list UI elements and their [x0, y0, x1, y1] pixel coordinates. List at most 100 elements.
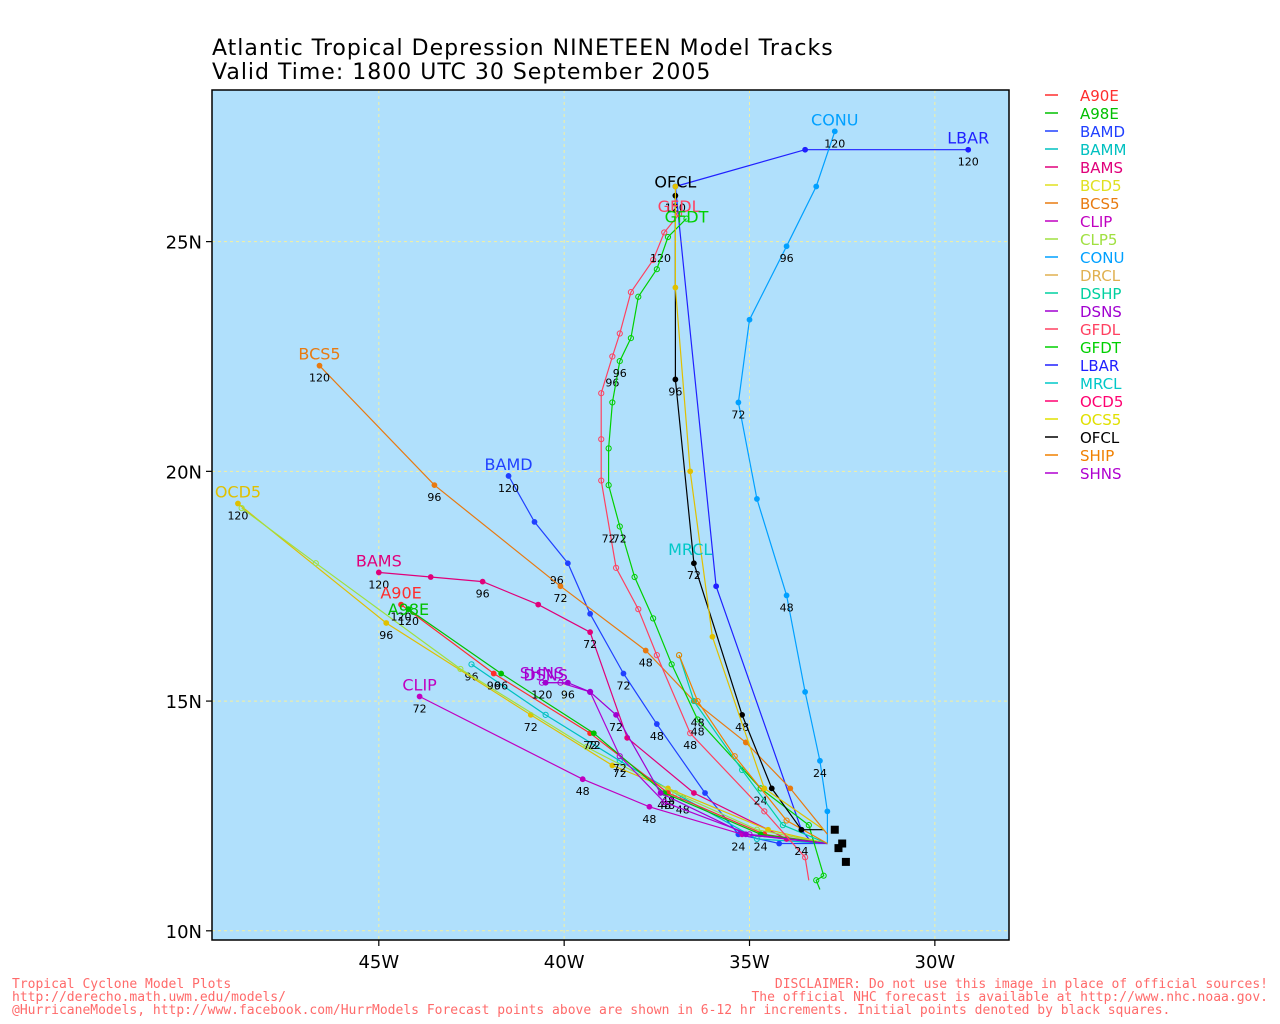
- legend-item-lbar: LBAR: [1080, 357, 1119, 375]
- track-line-gfdt: [607, 218, 825, 890]
- y-tick-label: 25N: [166, 233, 202, 254]
- track-point-bcs5: [431, 482, 438, 489]
- track-line-bamm: [471, 663, 828, 845]
- track-point-bcs5: [642, 647, 649, 654]
- track-label-gfdt: GFDT: [665, 208, 709, 227]
- track-point-gfdt: [664, 233, 672, 241]
- track-point-dshp: [690, 697, 698, 705]
- footer-line: The official NHC forecast is available a…: [751, 990, 1268, 1005]
- track-label-shns: SHNS: [520, 664, 564, 683]
- hour-label: 120: [391, 611, 412, 624]
- track-point-clp5: [583, 743, 590, 751]
- track-label-mrcl: MRCL: [668, 540, 712, 559]
- track-point-clip: [646, 803, 653, 810]
- hour-label: 120: [368, 578, 389, 591]
- track-point-shns: [616, 753, 623, 760]
- track-point-gfdt: [650, 615, 657, 622]
- track-point-gfdl: [616, 330, 623, 337]
- hour-label: 120: [531, 689, 552, 702]
- hour-label: 120: [824, 137, 845, 150]
- track-label-ofcl: OFCL: [654, 173, 696, 192]
- initial-point-square: [834, 844, 843, 853]
- hour-label: 24: [731, 840, 745, 853]
- track-point-conu: [754, 496, 760, 502]
- track-point-gfdl: [612, 564, 620, 571]
- legend-item-dshp: DSHP: [1080, 285, 1121, 303]
- hour-label: 48: [735, 721, 749, 734]
- track-point-bamd: [531, 518, 538, 525]
- track-point-bamd: [653, 721, 660, 727]
- legend-item-mrcl: MRCL: [1080, 375, 1122, 393]
- hour-label: 120: [498, 482, 519, 495]
- hour-label: 72: [553, 592, 567, 605]
- hour-label: 72: [602, 532, 616, 545]
- track-point-ocs5: [761, 785, 768, 792]
- track-point-a90e: [398, 601, 404, 608]
- track-line-gfdl: [600, 213, 810, 881]
- footer-line: http://derecho.math.uwm.edu/models/: [12, 990, 286, 1005]
- legend-item-bcs5: BCS5: [1080, 195, 1120, 213]
- track-point-bamm: [468, 661, 475, 668]
- track-point-clip: [416, 693, 423, 700]
- legend-item-bams: BAMS: [1080, 159, 1123, 177]
- footer-right: DISCLAIMER: Do not use this image in pla…: [751, 978, 1268, 1004]
- track-point-gfdt: [627, 335, 634, 342]
- hour-label: 120: [309, 372, 330, 385]
- track-point-gfdl: [661, 229, 668, 236]
- hour-label: 48: [676, 804, 690, 817]
- legend-item-a98e: A98E: [1080, 105, 1119, 123]
- track-line-a98e: [408, 608, 828, 845]
- hour-label: 96: [476, 588, 490, 601]
- legend-item-bamm: BAMM: [1080, 141, 1126, 159]
- hour-label: 48: [657, 799, 671, 812]
- track-point-dshp: [738, 766, 746, 774]
- track-point-gfdt: [605, 482, 612, 489]
- track-point-bcs5: [557, 583, 564, 590]
- track-point-ofcl: [768, 785, 775, 792]
- track-point-dsns: [564, 679, 571, 686]
- track-point-bamd: [587, 610, 594, 617]
- legend-item-bcd5: BCD5: [1080, 177, 1122, 195]
- track-point-shns: [661, 799, 668, 806]
- track-point-bamd: [702, 790, 708, 796]
- hour-label: 96: [379, 629, 393, 642]
- track-point-a98e: [590, 730, 597, 737]
- footer-line: @HurricaneModels, http://www.facebook.co…: [12, 1003, 1171, 1018]
- track-point-gfdt: [616, 523, 623, 530]
- track-point-bamd: [620, 670, 627, 677]
- track-point-conu: [746, 316, 753, 323]
- y-tick-label: 15N: [166, 692, 202, 713]
- track-point-conu: [735, 399, 742, 406]
- hour-label: 96: [668, 385, 682, 398]
- track-point-bams: [427, 574, 434, 580]
- track-point-gfdt: [609, 399, 616, 406]
- track-point-bamd: [505, 473, 512, 479]
- track-point-conu: [783, 243, 790, 250]
- track-label-bams: BAMS: [356, 551, 402, 570]
- track-point-ocs5: [709, 633, 716, 640]
- track-point-gfdt: [813, 877, 820, 884]
- track-point-ocd5: [235, 500, 241, 507]
- track-line-ocs5: [674, 186, 825, 831]
- map-background: [212, 90, 1009, 940]
- hour-label: 96: [427, 491, 441, 504]
- hour-label: 72: [524, 721, 538, 734]
- track-point-gfdl: [598, 390, 605, 397]
- hour-label: 48: [780, 601, 794, 614]
- track-point-a98e: [405, 606, 412, 613]
- track-point-gfdl: [609, 353, 616, 360]
- track-point-conu: [824, 808, 831, 815]
- legend-item-gfdt: GFDT: [1080, 339, 1122, 357]
- track-point-gfdt: [694, 716, 701, 723]
- hour-label: 72: [616, 680, 630, 693]
- legend-item-drcl: DRCL: [1080, 267, 1121, 285]
- track-point-ship: [694, 697, 701, 705]
- hour-label: 72: [609, 721, 623, 734]
- track-point-bams: [479, 578, 486, 585]
- track-point-ship: [783, 817, 790, 824]
- initial-point-square: [838, 839, 847, 848]
- track-point-bcs5: [787, 785, 794, 792]
- track-point-ocs5: [672, 183, 679, 190]
- track-point-ocs5: [687, 468, 694, 475]
